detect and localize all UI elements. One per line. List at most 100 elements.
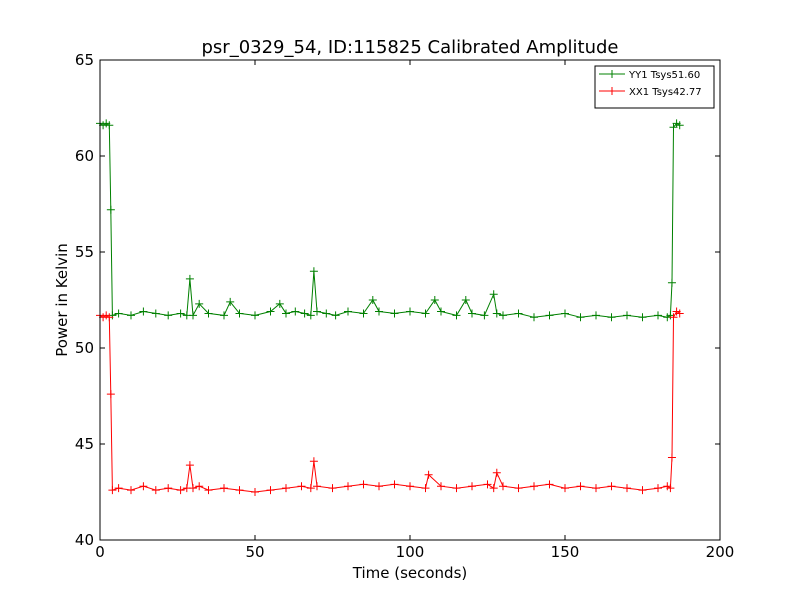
data-point xyxy=(592,311,600,320)
data-point xyxy=(226,297,235,306)
x-tick-label: 150 xyxy=(551,543,580,561)
data-point xyxy=(576,313,585,322)
data-point xyxy=(468,482,476,491)
data-point xyxy=(164,311,173,320)
data-point xyxy=(452,311,461,320)
data-point xyxy=(461,296,470,304)
data-point xyxy=(282,309,290,318)
plot-area-frame xyxy=(99,59,721,541)
data-point xyxy=(592,484,600,493)
data-point xyxy=(667,453,676,462)
data-point xyxy=(220,311,228,320)
data-point xyxy=(235,486,244,495)
data-point xyxy=(204,309,213,318)
data-point xyxy=(105,313,114,322)
legend: YY1 Tsys51.60 XX1 Tsys42.77 xyxy=(594,65,715,109)
x-axis-label: Time (seconds) xyxy=(352,564,468,582)
data-point xyxy=(623,484,631,493)
data-point xyxy=(282,484,290,493)
data-point xyxy=(667,278,676,287)
data-point xyxy=(127,486,135,495)
data-point xyxy=(359,309,368,318)
data-point xyxy=(489,290,498,299)
data-point xyxy=(106,205,115,214)
data-point xyxy=(297,482,306,491)
data-point xyxy=(561,484,569,493)
data-point xyxy=(675,309,684,318)
data-point xyxy=(127,311,135,320)
data-point xyxy=(176,486,185,495)
data-point xyxy=(483,480,492,489)
data-point xyxy=(266,486,275,495)
data-point xyxy=(480,311,489,320)
data-point xyxy=(623,311,631,320)
data-point xyxy=(424,470,433,479)
data-point xyxy=(306,484,315,493)
legend-label: XX1 Tsys42.77 xyxy=(629,87,702,98)
data-point xyxy=(468,309,476,318)
data-point xyxy=(492,309,501,318)
data-point xyxy=(390,309,399,318)
data-point xyxy=(164,484,173,493)
data-point xyxy=(108,486,117,495)
data-point xyxy=(452,484,461,493)
chart-title: psr_0329_54, ID:115825 Calibrated Amplit… xyxy=(201,37,618,58)
data-point xyxy=(189,484,197,493)
data-point xyxy=(151,309,160,318)
data-point xyxy=(669,313,678,322)
data-point xyxy=(607,482,616,491)
y-tick-label: 40 xyxy=(75,531,94,549)
tick-layer: 0 50 100 150 200 40 45 50 55 60 65 xyxy=(75,51,734,561)
series-0 xyxy=(96,119,684,322)
data-point xyxy=(309,267,318,276)
y-tick-label: 60 xyxy=(75,147,94,165)
data-point xyxy=(576,482,585,491)
data-point xyxy=(406,482,414,491)
data-point xyxy=(328,484,337,493)
data-point xyxy=(492,468,501,477)
legend-marker xyxy=(608,87,616,95)
data-point xyxy=(114,309,123,318)
data-point xyxy=(421,484,430,493)
data-point xyxy=(151,486,160,495)
data-point xyxy=(638,313,647,322)
data-point xyxy=(266,307,275,316)
y-axis-label: Power in Kelvin xyxy=(53,243,71,357)
data-point xyxy=(275,299,284,308)
data-point xyxy=(189,311,197,320)
data-point xyxy=(406,307,414,316)
data-point xyxy=(306,311,315,320)
data-point xyxy=(251,311,259,320)
data-point xyxy=(375,482,383,491)
data-point xyxy=(344,307,352,316)
data-point xyxy=(489,484,498,493)
y-tick-label: 55 xyxy=(75,243,94,261)
data-point xyxy=(421,309,430,318)
data-point xyxy=(545,311,554,320)
legend-marker xyxy=(608,70,616,78)
data-point xyxy=(220,484,228,493)
y-tick-label: 65 xyxy=(75,51,94,69)
series-layer xyxy=(96,119,684,496)
data-point xyxy=(185,461,194,470)
data-point xyxy=(654,311,662,320)
data-point xyxy=(176,309,185,318)
legend-label: YY1 Tsys51.60 xyxy=(628,70,700,81)
data-point xyxy=(204,486,213,495)
data-point xyxy=(106,390,115,399)
data-point xyxy=(638,486,647,495)
x-tick-label: 0 xyxy=(95,543,105,561)
data-point xyxy=(390,480,399,489)
data-point xyxy=(139,482,148,491)
x-tick-label: 50 xyxy=(245,543,264,561)
data-point xyxy=(545,480,554,489)
data-point xyxy=(300,309,309,318)
data-point xyxy=(195,299,204,308)
data-point xyxy=(309,457,318,466)
data-point xyxy=(291,307,300,316)
data-point xyxy=(105,121,114,130)
data-point xyxy=(607,313,616,322)
data-point xyxy=(666,484,675,493)
